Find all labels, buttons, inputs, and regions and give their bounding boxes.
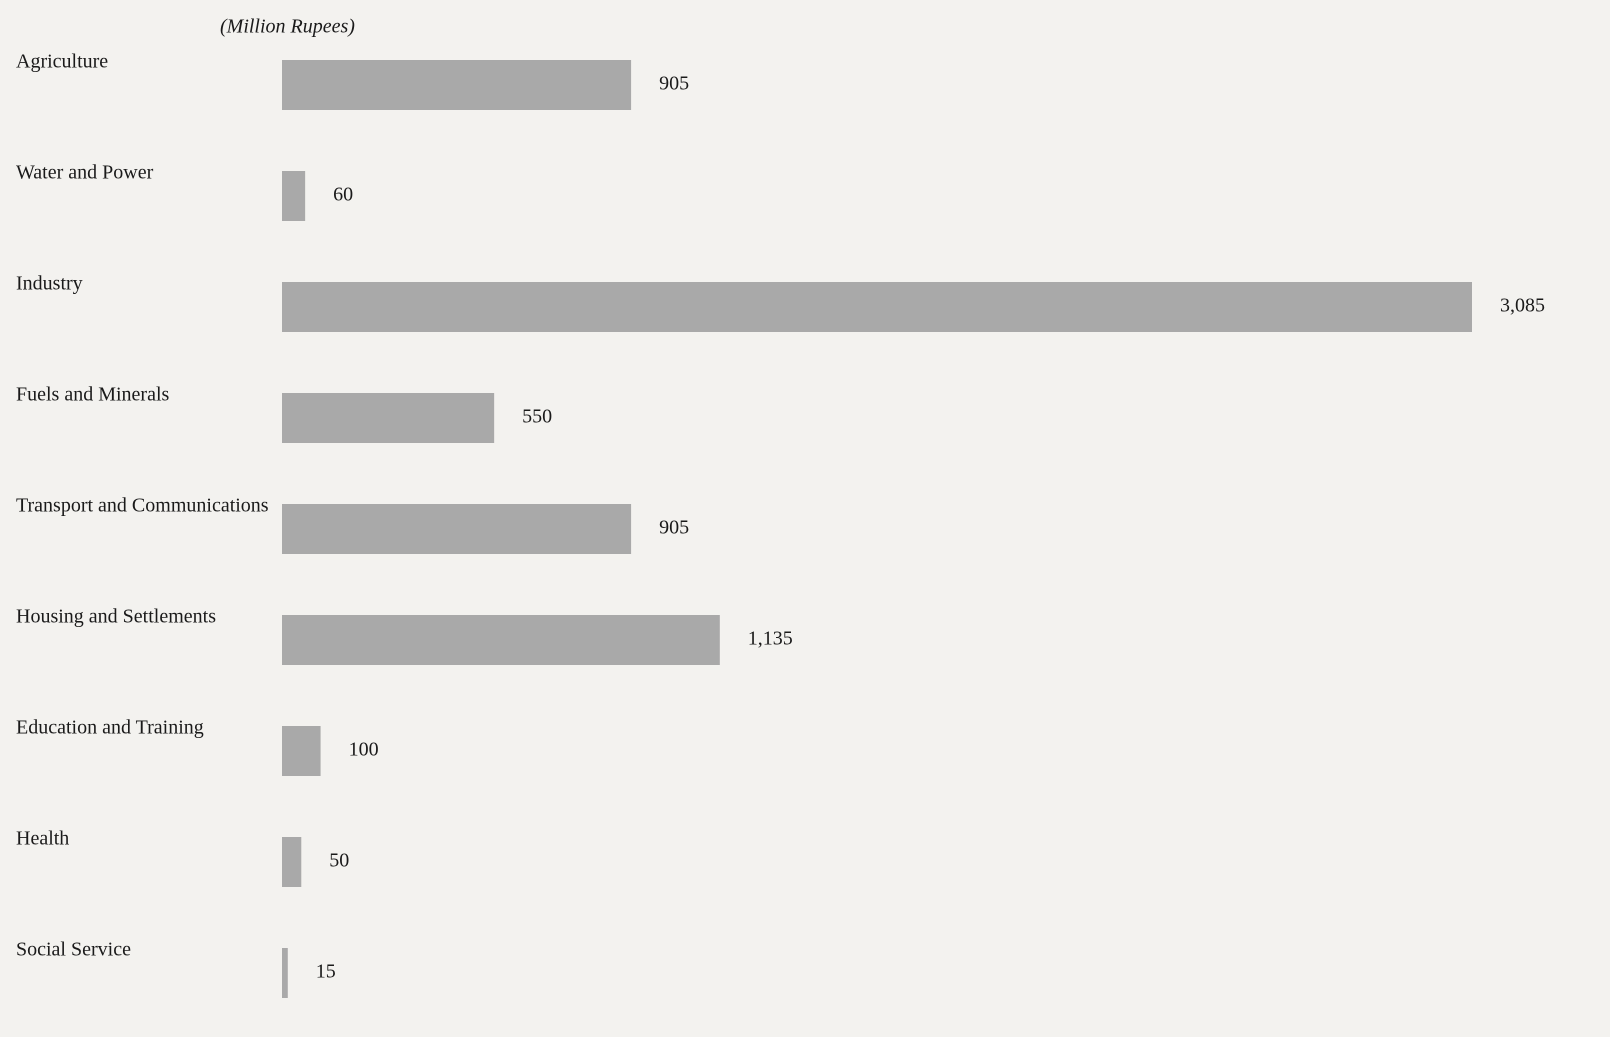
category-label: Education and Training — [16, 717, 204, 739]
bar — [282, 837, 302, 887]
chart-subtitle: (Million Rupees) — [220, 16, 355, 38]
bar — [282, 504, 632, 554]
bar — [282, 615, 720, 665]
value-label: 100 — [349, 739, 379, 761]
value-label: 905 — [659, 73, 689, 95]
bar — [282, 60, 632, 110]
value-label: 15 — [316, 961, 336, 983]
category-label: Transport and Communications — [16, 495, 269, 517]
category-label: Industry — [16, 273, 83, 295]
value-label: 60 — [333, 184, 353, 206]
category-label: Agriculture — [16, 51, 108, 73]
category-label: Water and Power — [16, 162, 154, 184]
value-label: 905 — [659, 517, 689, 539]
bar — [282, 171, 306, 221]
bar — [282, 726, 321, 776]
value-label: 1,135 — [748, 628, 793, 650]
bar — [282, 948, 288, 998]
value-label: 550 — [522, 406, 552, 428]
category-label: Housing and Settlements — [16, 606, 216, 628]
category-label: Health — [16, 828, 69, 850]
bar — [282, 282, 1472, 332]
value-label: 3,085 — [1500, 295, 1545, 317]
bar — [282, 393, 495, 443]
category-label: Fuels and Minerals — [16, 384, 170, 406]
value-label: 50 — [329, 850, 349, 872]
category-label: Social Service — [16, 939, 131, 961]
